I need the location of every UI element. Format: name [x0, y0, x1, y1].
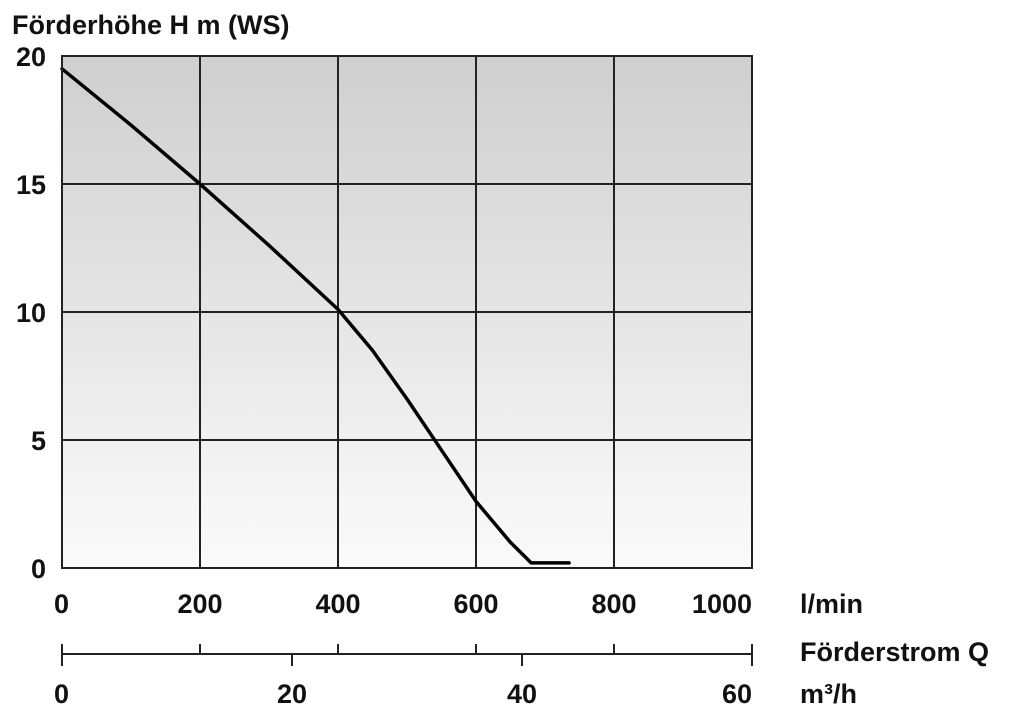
secondary-x-tick-label-2: 40: [507, 679, 537, 709]
y-tick-label-2: 10: [16, 298, 46, 328]
y-axis-label: Förderhöhe H m (WS): [12, 10, 290, 40]
secondary-x-axis-label: Förderstrom Q: [800, 637, 989, 667]
y-tick-label-3: 15: [16, 170, 46, 200]
x-axis-unit: l/min: [800, 589, 863, 619]
labels: Förderhöhe H m (WS) l/min Förderstrom Q …: [12, 10, 989, 709]
secondary-x-tick-label-0: 0: [54, 679, 69, 709]
x-tick-label-4: 800: [591, 589, 636, 619]
secondary-x-tick-label-1: 20: [277, 679, 307, 709]
secondary-x-tick-label-3: 60: [722, 679, 752, 709]
x-tick-label-2: 400: [315, 589, 360, 619]
y-tick-label-1: 5: [31, 426, 46, 456]
plot-frame: [61, 55, 753, 569]
curve-group: [60, 67, 571, 565]
y-tick-label-4: 20: [16, 42, 46, 72]
secondary-x-axis-unit: m³/h: [800, 679, 857, 709]
x-tick-label-1: 200: [177, 589, 222, 619]
x-tick-label-3: 600: [453, 589, 498, 619]
y-tick-label-0: 0: [31, 554, 46, 584]
x-tick-label-5: 1000: [692, 589, 752, 619]
series-line-0: [60, 67, 571, 565]
x-tick-label-0: 0: [54, 589, 69, 619]
